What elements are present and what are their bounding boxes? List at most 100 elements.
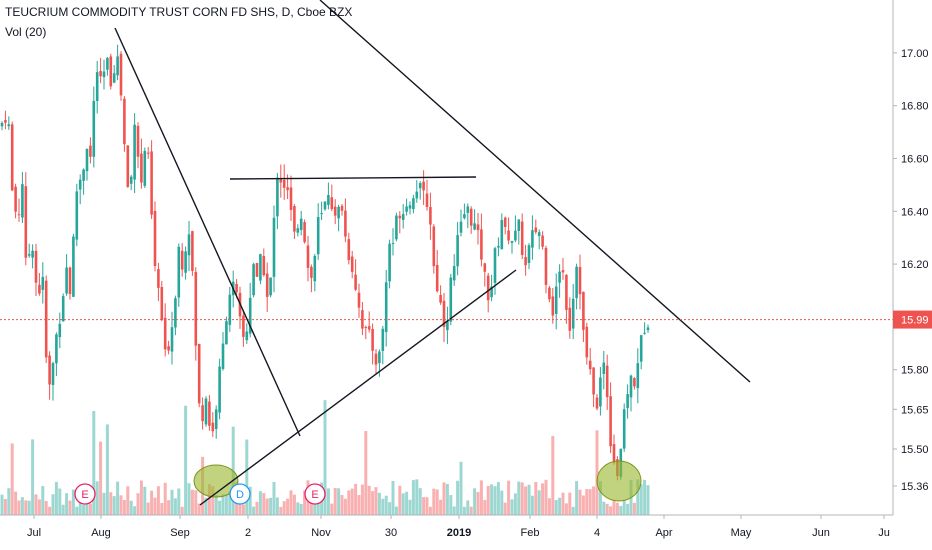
- x-tick-label: Ju: [878, 527, 890, 539]
- volume-bar: [109, 492, 113, 515]
- candle-body: [514, 230, 517, 241]
- y-tick-label: 17.00: [901, 48, 929, 60]
- candle-body: [344, 210, 347, 237]
- volume-bar: [337, 488, 341, 515]
- volume-bar: [177, 488, 181, 515]
- candle-body: [133, 124, 136, 180]
- candle-body: [123, 98, 126, 145]
- candle-body: [432, 226, 436, 267]
- volume-bar: [282, 501, 286, 515]
- volume-bar: [626, 503, 630, 515]
- volume-bar: [636, 479, 640, 515]
- candle-body: [72, 236, 75, 297]
- candle-body: [612, 444, 616, 463]
- volume-bar: [286, 498, 290, 515]
- volume-bar: [343, 498, 347, 515]
- volume-bar: [139, 480, 143, 515]
- candle-body: [313, 255, 317, 282]
- volume-bar: [432, 488, 436, 515]
- volume-bar: [592, 486, 596, 515]
- volume-bar: [507, 480, 511, 515]
- volume-bar: [639, 484, 643, 515]
- volume-bar: [612, 499, 616, 515]
- candle-body: [51, 363, 55, 385]
- candle-body: [381, 328, 385, 351]
- candle-body: [146, 152, 150, 154]
- volume-bar: [190, 489, 194, 515]
- x-tick-label: Jun: [812, 527, 830, 539]
- earnings-marker[interactable]: E: [74, 483, 96, 505]
- volume-bar: [622, 500, 626, 515]
- candle-body: [541, 235, 544, 247]
- volume-bar: [265, 498, 269, 515]
- volume-bar: [129, 500, 133, 515]
- volume-bar: [24, 500, 28, 515]
- volume-bar: [262, 493, 266, 515]
- candle-body: [279, 179, 283, 183]
- candle-body: [585, 326, 589, 358]
- x-tick-label: Sep: [170, 527, 190, 539]
- candle-body: [643, 332, 646, 334]
- volume-bar: [527, 484, 531, 515]
- volume-bar: [483, 500, 487, 515]
- svg-text:D: D: [236, 489, 244, 501]
- volume-bar: [435, 489, 439, 515]
- candle-body: [418, 183, 422, 189]
- x-tick-label: 4: [594, 527, 600, 539]
- volume-bar: [377, 492, 381, 515]
- candle-body: [85, 148, 89, 172]
- candle-body: [483, 263, 487, 272]
- candle-body: [622, 409, 626, 449]
- earnings-marker[interactable]: E: [304, 483, 326, 505]
- volume-bar: [517, 481, 521, 515]
- candle-body: [89, 145, 92, 157]
- candle-body: [109, 56, 113, 87]
- volume-bar: [173, 498, 177, 515]
- volume-bar: [415, 479, 419, 515]
- volume-bar: [269, 497, 273, 515]
- volume-indicator-label: Vol (20): [5, 25, 47, 39]
- candle-body: [106, 57, 109, 70]
- candle-body: [371, 328, 374, 351]
- time-axis[interactable]: Jul Aug Sep 2 Nov 30 2019 Feb 4 Apr May Jun Ju: [0, 514, 932, 550]
- y-tick-label: 16.60: [901, 153, 929, 165]
- volume-bar: [609, 506, 613, 515]
- volume-bar: [398, 485, 402, 515]
- trendline-down-long: [319, 0, 751, 383]
- volume-bar: [303, 490, 307, 515]
- candle-body: [490, 286, 493, 298]
- volume-bar: [534, 481, 538, 515]
- candle-body: [38, 284, 41, 294]
- volume-bar: [238, 502, 242, 515]
- candle-body: [235, 283, 238, 293]
- candle-body: [412, 198, 415, 210]
- price-axis[interactable]: 17.00 16.80 16.60 16.40 16.20 15.99 15.80 15.65…: [892, 0, 932, 515]
- x-tick-label: Apr: [655, 527, 672, 539]
- candle-body: [48, 355, 51, 385]
- volume-bar: [445, 483, 449, 515]
- volume-bar: [442, 482, 446, 515]
- candle-body: [378, 351, 381, 364]
- candle-body: [201, 405, 204, 422]
- volume-bar: [578, 489, 582, 515]
- dividend-marker[interactable]: D: [229, 483, 251, 505]
- candle-body: [425, 193, 429, 208]
- highlight-ellipse-sep: [193, 464, 239, 498]
- volume-bar: [170, 489, 174, 515]
- volume-bar: [105, 424, 109, 515]
- volume-bar: [500, 490, 504, 515]
- volume-bar: [41, 486, 45, 515]
- volume-bar: [619, 505, 623, 515]
- candle-body: [276, 177, 279, 217]
- candle-body: [548, 287, 551, 300]
- candle-body: [337, 206, 340, 219]
- volume-bar: [333, 488, 337, 515]
- volume-bar: [469, 506, 473, 515]
- volume-bar: [3, 499, 7, 515]
- volume-bar: [112, 496, 116, 515]
- volume-bar: [289, 490, 293, 515]
- volume-bar: [367, 485, 371, 515]
- volume-bar: [541, 483, 545, 515]
- volume-bar: [544, 479, 548, 515]
